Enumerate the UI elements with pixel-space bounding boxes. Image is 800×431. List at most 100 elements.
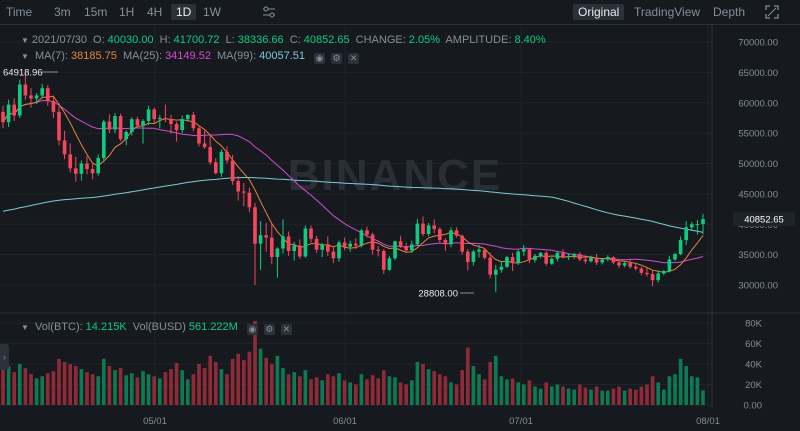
- volume-bar[interactable]: [342, 380, 347, 405]
- volume-bar[interactable]: [471, 366, 476, 405]
- volume-bar[interactable]: [499, 376, 504, 405]
- volume-bar[interactable]: [236, 353, 241, 405]
- volume-bar[interactable]: [1, 369, 5, 405]
- candle-body[interactable]: [409, 244, 414, 251]
- volume-bar[interactable]: [376, 378, 381, 405]
- interval-15m[interactable]: 15m: [84, 5, 108, 19]
- candle-body[interactable]: [667, 259, 672, 272]
- volume-bar[interactable]: [124, 375, 129, 405]
- candle-body[interactable]: [309, 228, 313, 239]
- candle-body[interactable]: [482, 249, 487, 258]
- volume-bar[interactable]: [62, 361, 67, 405]
- candle-body[interactable]: [628, 263, 633, 267]
- candle-body[interactable]: [684, 227, 689, 241]
- candle-body[interactable]: [689, 224, 694, 228]
- volume-bar[interactable]: [135, 377, 140, 405]
- volume-bar[interactable]: [157, 378, 162, 405]
- volume-bar[interactable]: [79, 369, 84, 405]
- volume-bar[interactable]: [185, 379, 190, 405]
- volume-bar[interactable]: [426, 369, 431, 405]
- candle-body[interactable]: [101, 121, 106, 159]
- volume-bar[interactable]: [695, 377, 700, 405]
- volume-bar[interactable]: [510, 378, 515, 405]
- volume-bar[interactable]: [6, 366, 11, 405]
- volume-bar[interactable]: [409, 380, 414, 405]
- volume-bar[interactable]: [477, 374, 481, 405]
- candle-body[interactable]: [281, 236, 285, 249]
- candle-body[interactable]: [572, 254, 577, 256]
- candle-body[interactable]: [29, 95, 33, 99]
- candle-body[interactable]: [650, 274, 655, 281]
- candle-body[interactable]: [258, 235, 263, 244]
- vol-settings-icon[interactable]: ⚙: [263, 324, 275, 335]
- volume-bar[interactable]: [96, 376, 101, 405]
- volume-bar[interactable]: [297, 376, 302, 405]
- interval-1w[interactable]: 1W: [203, 5, 221, 19]
- candle-body[interactable]: [566, 255, 571, 258]
- interval-1h[interactable]: 1H: [119, 5, 135, 19]
- volume-bar[interactable]: [454, 384, 459, 406]
- volume-bar[interactable]: [247, 351, 252, 405]
- volume-bar[interactable]: [141, 371, 145, 405]
- candle-body[interactable]: [393, 241, 397, 259]
- candle-body[interactable]: [589, 257, 593, 262]
- candle-body[interactable]: [51, 100, 56, 112]
- candle-body[interactable]: [219, 151, 224, 174]
- interval-3m[interactable]: 3m: [54, 5, 71, 19]
- candle-body[interactable]: [73, 168, 78, 174]
- volume-bar[interactable]: [622, 390, 627, 405]
- candle-body[interactable]: [477, 249, 481, 252]
- volume-bar[interactable]: [404, 384, 409, 406]
- volume-bar[interactable]: [617, 386, 621, 405]
- candle-body[interactable]: [275, 248, 280, 258]
- candle-body[interactable]: [241, 191, 246, 193]
- candle-body[interactable]: [555, 252, 560, 259]
- volume-bar[interactable]: [253, 320, 257, 405]
- volume-bar[interactable]: [230, 358, 235, 405]
- price-chart[interactable]: BINANCE 64918.96 28808.00 70000.00 65000.00 6…: [0, 25, 800, 431]
- candle-body[interactable]: [292, 245, 297, 251]
- side-panel-toggle[interactable]: ›: [0, 344, 9, 370]
- candle-body[interactable]: [544, 252, 549, 264]
- candle-body[interactable]: [141, 120, 145, 126]
- volume-bar[interactable]: [12, 372, 17, 405]
- volume-bar[interactable]: [292, 372, 297, 405]
- candle-body[interactable]: [118, 116, 123, 140]
- candle-body[interactable]: [639, 268, 644, 273]
- volume-bar[interactable]: [264, 357, 269, 405]
- volume-bar[interactable]: [527, 380, 532, 405]
- candle-body[interactable]: [269, 237, 274, 258]
- volume-bar[interactable]: [34, 378, 39, 405]
- volume-bar[interactable]: [387, 376, 392, 405]
- volume-bar[interactable]: [331, 376, 336, 405]
- candle-body[interactable]: [426, 225, 431, 234]
- volume-bar[interactable]: [443, 376, 448, 405]
- candle-body[interactable]: [23, 84, 28, 96]
- volume-bar[interactable]: [174, 362, 179, 405]
- volume-bar[interactable]: [432, 371, 437, 405]
- candle-body[interactable]: [376, 249, 381, 251]
- candle-body[interactable]: [432, 225, 437, 230]
- candle-body[interactable]: [465, 251, 470, 262]
- volume-bar[interactable]: [605, 390, 610, 405]
- settings-icon[interactable]: ⚙: [331, 53, 343, 64]
- candle-body[interactable]: [471, 251, 476, 262]
- candle-body[interactable]: [359, 230, 364, 246]
- candle-body[interactable]: [113, 116, 117, 130]
- volume-bar[interactable]: [320, 380, 325, 405]
- volume-bar[interactable]: [107, 366, 112, 405]
- candle-body[interactable]: [320, 244, 325, 250]
- candle-body[interactable]: [230, 160, 235, 182]
- volume-bar[interactable]: [544, 382, 549, 405]
- candle-body[interactable]: [600, 259, 605, 263]
- volume-bar[interactable]: [689, 376, 694, 405]
- candle-body[interactable]: [549, 258, 554, 264]
- volume-bar[interactable]: [113, 370, 117, 405]
- candle-body[interactable]: [387, 258, 392, 270]
- volume-bar[interactable]: [163, 372, 168, 405]
- volume-bar[interactable]: [197, 364, 201, 405]
- sliders-icon[interactable]: [262, 6, 276, 18]
- volume-bar[interactable]: [348, 382, 353, 405]
- volume-bar[interactable]: [533, 386, 537, 405]
- candle-body[interactable]: [17, 84, 22, 116]
